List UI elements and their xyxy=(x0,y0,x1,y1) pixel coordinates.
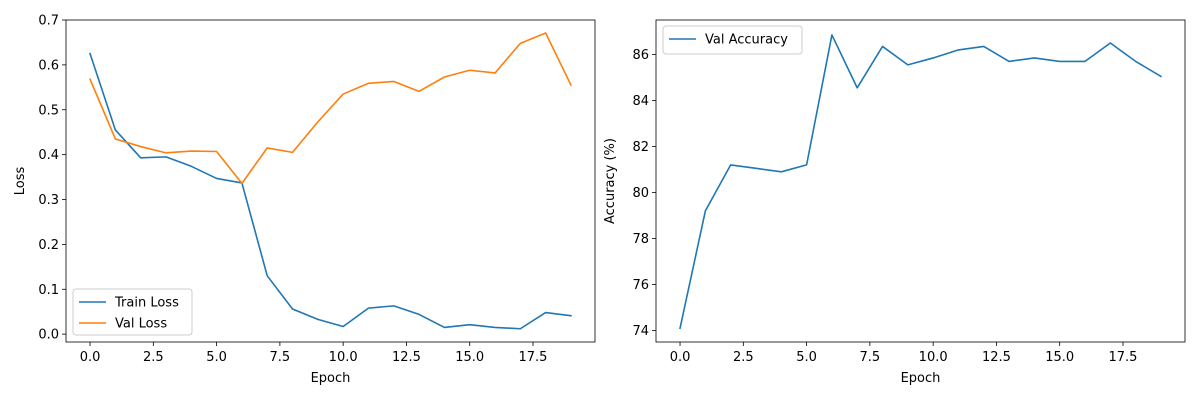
y-tick-label: 86 xyxy=(632,48,649,63)
x-tick-label: 10.0 xyxy=(919,350,948,365)
x-tick-label: 17.5 xyxy=(1109,350,1138,365)
y-tick-label: 74 xyxy=(632,324,649,339)
x-tick-label: 5.0 xyxy=(206,350,227,365)
y-axis-label: Accuracy (%) xyxy=(603,138,618,224)
y-tick-label: 76 xyxy=(632,278,649,293)
x-tick-label: 0.0 xyxy=(80,350,101,365)
x-tick-label: 7.5 xyxy=(270,350,291,365)
plot-frame xyxy=(655,19,1186,343)
y-tick-label: 0.2 xyxy=(38,238,59,253)
y-tick-label: 0.7 xyxy=(38,14,59,29)
y-tick-label: 0.4 xyxy=(38,148,59,163)
legend: Val Accuracy xyxy=(662,25,803,55)
accuracy-chart: 0.0 2.5 5.0 7.5 10.0 12.5 15.0 17.5 74 76 78 80 82 84… xyxy=(603,19,1186,386)
x-tick-label: 2.5 xyxy=(733,350,754,365)
x-tick-label: 10.0 xyxy=(329,350,358,365)
series-line-0-0 xyxy=(89,52,572,330)
y-tick-label: 0.1 xyxy=(38,283,59,298)
x-tick-label: 15.0 xyxy=(455,350,484,365)
x-tick-label: 2.5 xyxy=(143,350,164,365)
x-tick-label: 5.0 xyxy=(796,350,817,365)
y-tick-label: 0.5 xyxy=(38,103,59,118)
y-tick-label: 80 xyxy=(632,186,649,201)
y-tick-label: 0.3 xyxy=(38,193,59,208)
legend-label: Train Loss xyxy=(114,296,179,311)
legend-label: Val Accuracy xyxy=(705,33,788,48)
x-axis-label: Epoch xyxy=(901,371,941,386)
x-tick-label: 15.0 xyxy=(1045,350,1074,365)
series-line-0-1 xyxy=(89,32,573,185)
x-tick-label: 12.5 xyxy=(392,350,421,365)
x-tick-label: 12.5 xyxy=(982,350,1011,365)
y-tick-label: 82 xyxy=(632,140,649,155)
y-tick-label: 0.0 xyxy=(38,328,59,343)
y-axis-label: Loss xyxy=(13,167,28,196)
legend: Train Loss Val Loss xyxy=(72,288,193,336)
x-tick-label: 7.5 xyxy=(860,350,881,365)
plot-frame xyxy=(65,19,596,343)
legend-box xyxy=(662,25,803,55)
y-tick-label: 84 xyxy=(632,94,649,109)
x-tick-label: 0.0 xyxy=(670,350,691,365)
legend-label: Val Loss xyxy=(115,317,167,332)
y-tick-label: 78 xyxy=(632,232,649,247)
x-tick-label: 17.5 xyxy=(519,350,548,365)
loss-chart: 0.0 2.5 5.0 7.5 10.0 12.5 15.0 17.5 0.0 0.1 0.2 0.3… xyxy=(13,14,596,386)
series-line-1-0 xyxy=(679,34,1163,330)
y-tick-label: 0.6 xyxy=(38,58,59,73)
x-axis-label: Epoch xyxy=(311,371,351,386)
